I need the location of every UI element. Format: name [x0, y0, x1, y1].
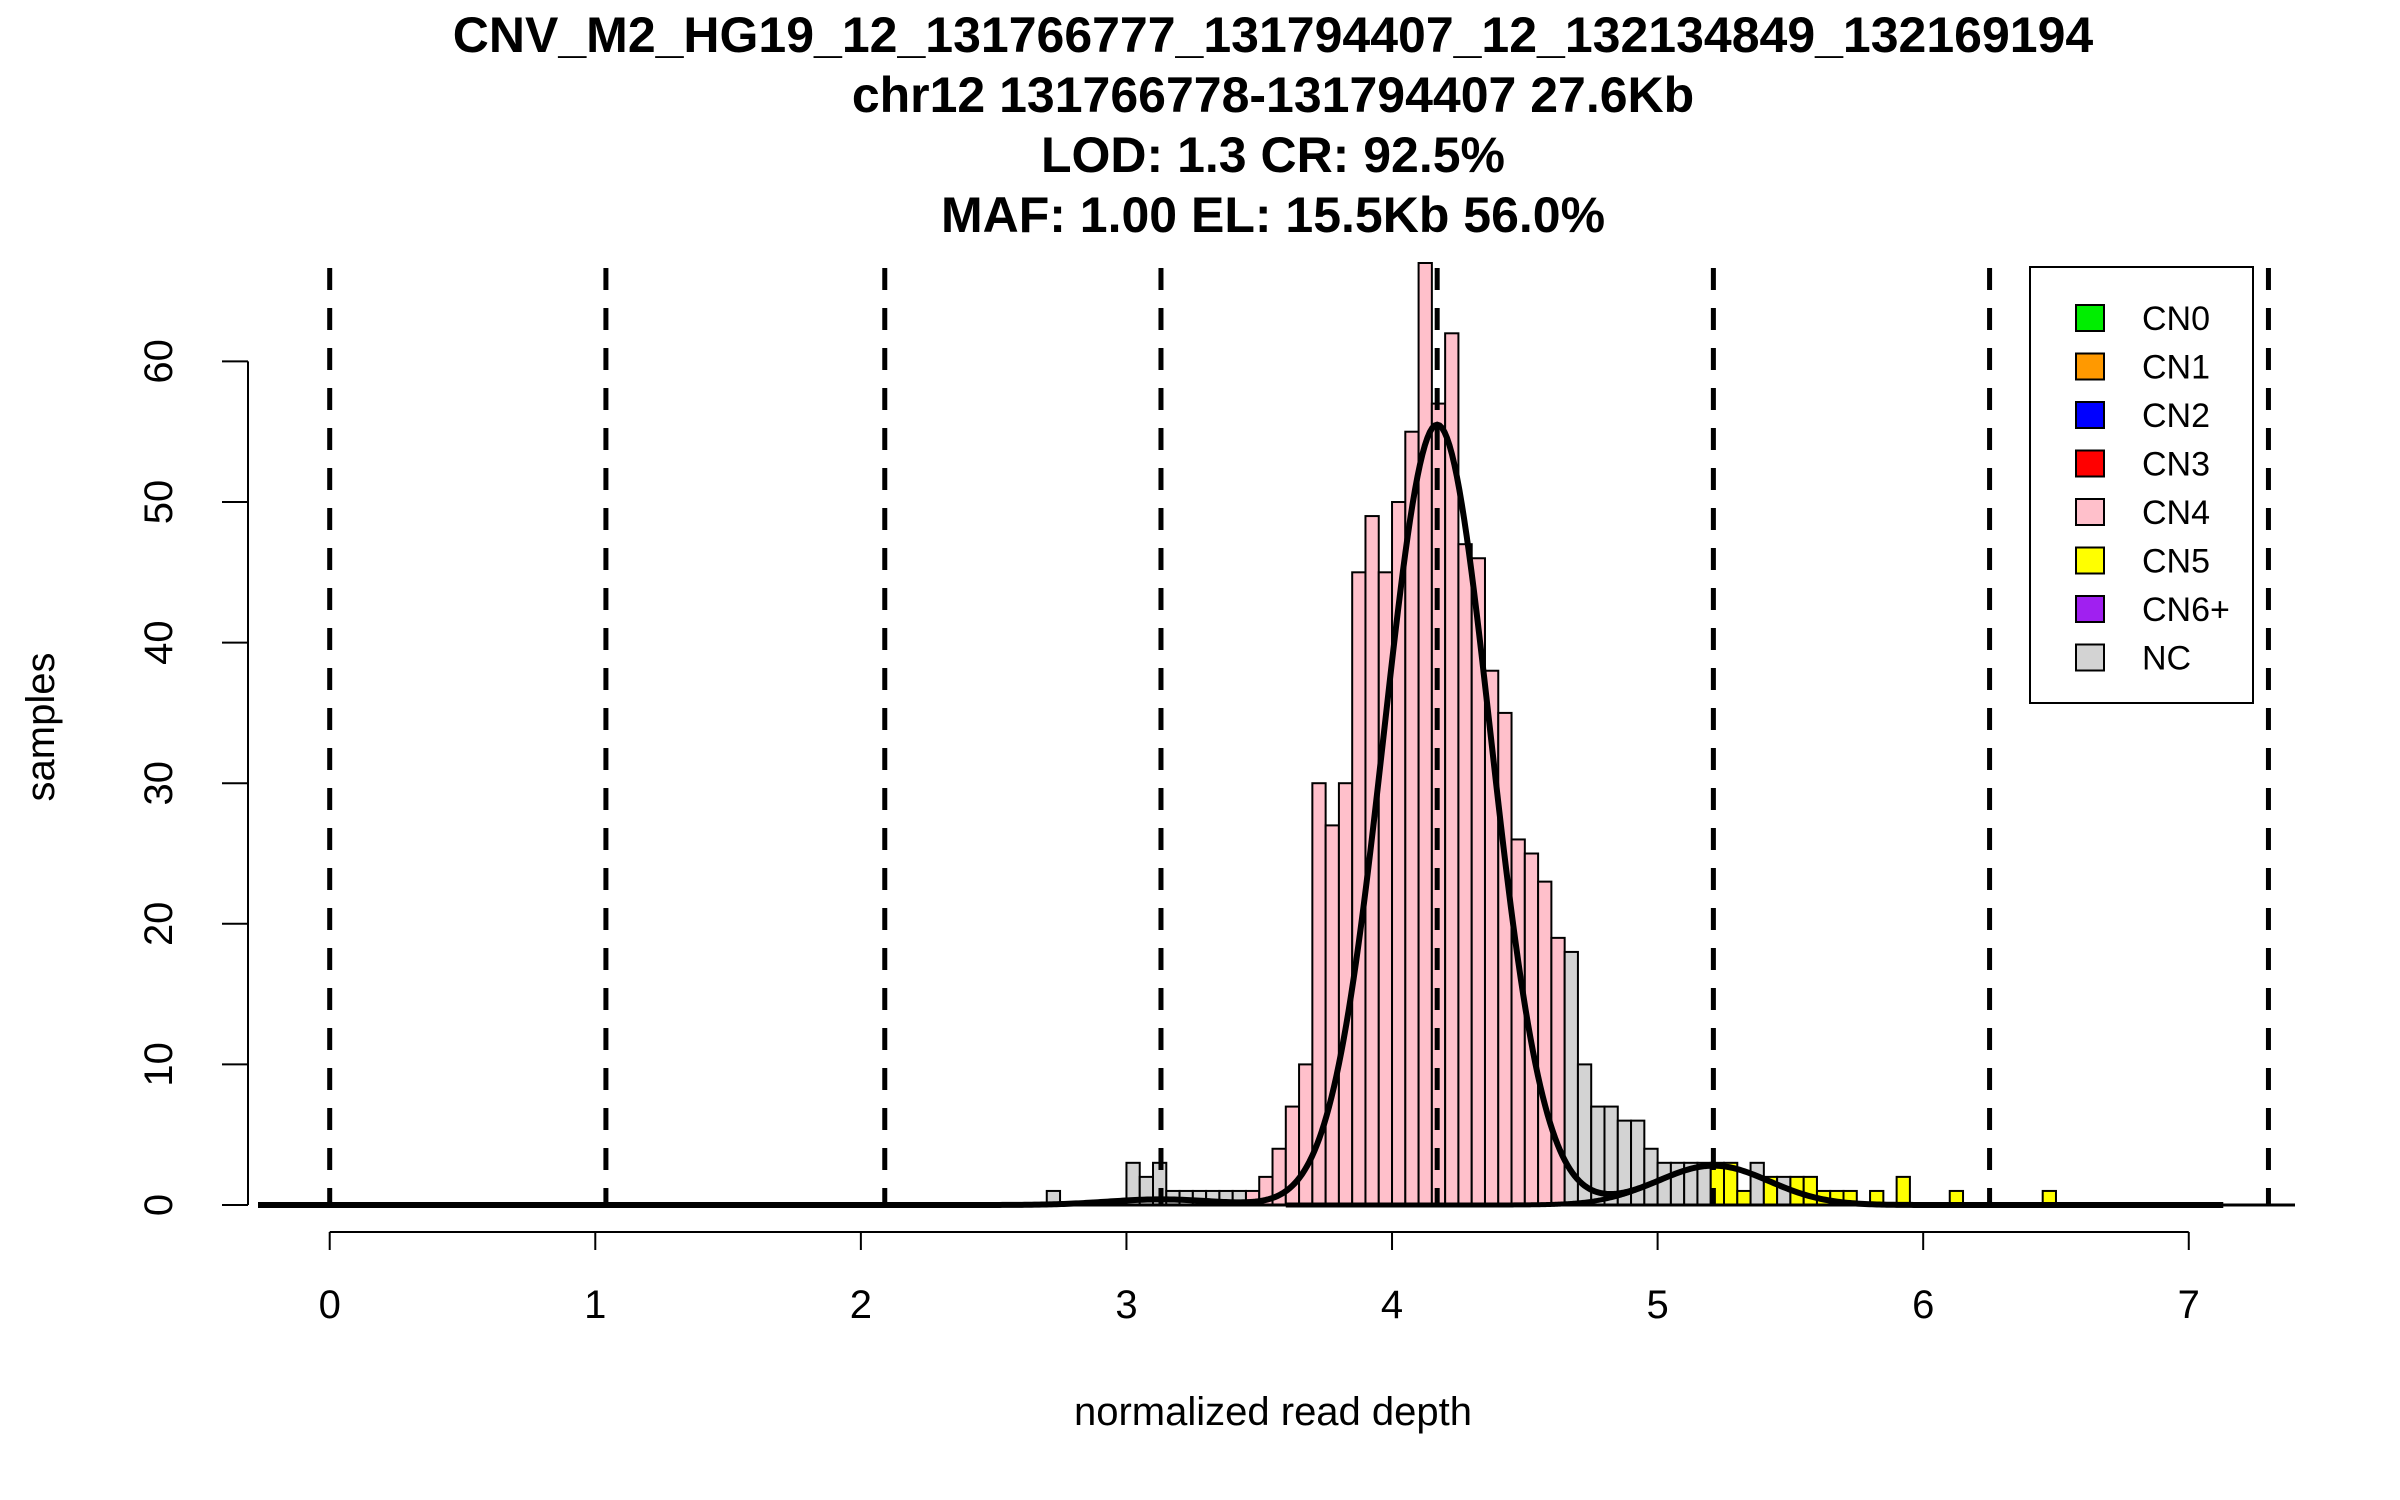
histogram-bar — [1603, 1105, 1619, 1206]
histogram-bar — [1324, 824, 1340, 1206]
histogram-bar — [1749, 1161, 1765, 1206]
legend-box — [2029, 266, 2254, 704]
legend-label: CN2 — [2142, 397, 2210, 435]
x-axis-label: normalized read depth — [1074, 1390, 1472, 1434]
title-line-4: MAF: 1.00 EL: 15.5Kb 56.0% — [941, 187, 1605, 243]
legend-label: CN1 — [2142, 349, 2210, 387]
y-tick-label: 40 — [137, 620, 181, 665]
x-tick-label: 6 — [1912, 1283, 1934, 1327]
legend-swatch — [2075, 595, 2105, 623]
histogram-bar — [1497, 711, 1513, 1206]
histogram-bar — [1417, 262, 1433, 1206]
y-tick-label: 30 — [137, 761, 181, 806]
legend-label: CN4 — [2142, 494, 2210, 532]
legend-swatch — [2075, 401, 2105, 429]
legend-label: CN5 — [2142, 543, 2210, 581]
histogram-bar — [1457, 543, 1473, 1206]
legend-label: NC — [2142, 640, 2191, 678]
histogram-bar — [1643, 1147, 1659, 1207]
legend-swatch — [2075, 304, 2105, 332]
threshold-lines — [327, 268, 2271, 1205]
legend-swatch — [2075, 352, 2105, 381]
axes: 0 1 2 3 4 5 6 7 0 10 20 30 40 50 60 — [137, 339, 2295, 1327]
legend-swatch — [2075, 449, 2105, 478]
legend-swatch — [2075, 546, 2105, 575]
x-tick-label: 2 — [850, 1283, 872, 1327]
y-tick-label: 0 — [137, 1194, 181, 1216]
histogram-bar — [1537, 880, 1553, 1206]
x-tick-label: 7 — [2178, 1283, 2200, 1327]
histogram-bar — [1656, 1161, 1672, 1206]
histogram-bars — [1045, 262, 2057, 1207]
legend-swatch — [2075, 643, 2105, 672]
chart-title: CNV_M2_HG19_12_131766777_131794407_12_13… — [453, 7, 2094, 243]
legend-swatch — [2075, 498, 2105, 526]
title-line-2: chr12 131766778-131794407 27.6Kb — [852, 67, 1694, 123]
legend: CN0 CN1 CN2 CN3 CN4 CN5 CN6+ NC — [2029, 266, 2254, 704]
histogram-bar — [1550, 936, 1566, 1206]
histogram-bar — [1895, 1175, 1911, 1207]
x-tick-label: 1 — [584, 1283, 606, 1327]
y-axis-label: samples — [19, 653, 63, 802]
title-line-3: LOD: 1.3 CR: 92.5% — [1041, 127, 1505, 183]
legend-label: CN6+ — [2142, 591, 2230, 629]
x-tick-label: 3 — [1115, 1283, 1137, 1327]
histogram-bar — [1802, 1175, 1818, 1207]
y-tick-label: 20 — [137, 902, 181, 947]
x-tick-label: 5 — [1646, 1283, 1668, 1327]
x-tick-label: 4 — [1381, 1283, 1403, 1327]
fit-curves — [258, 421, 2224, 1208]
fit-curve-total — [258, 421, 2224, 1208]
y-tick-label: 60 — [137, 339, 181, 384]
histogram-bar — [1298, 1063, 1314, 1207]
y-tick-label: 10 — [137, 1042, 181, 1087]
y-tick-label: 50 — [137, 480, 181, 525]
histogram-bar — [1736, 1189, 1752, 1206]
histogram-bar — [1510, 838, 1526, 1206]
legend-label: CN0 — [2142, 300, 2210, 338]
title-line-1: CNV_M2_HG19_12_131766777_131794407_12_13… — [453, 7, 2094, 63]
x-tick-label: 0 — [319, 1283, 341, 1327]
legend-label: CN3 — [2142, 446, 2210, 484]
